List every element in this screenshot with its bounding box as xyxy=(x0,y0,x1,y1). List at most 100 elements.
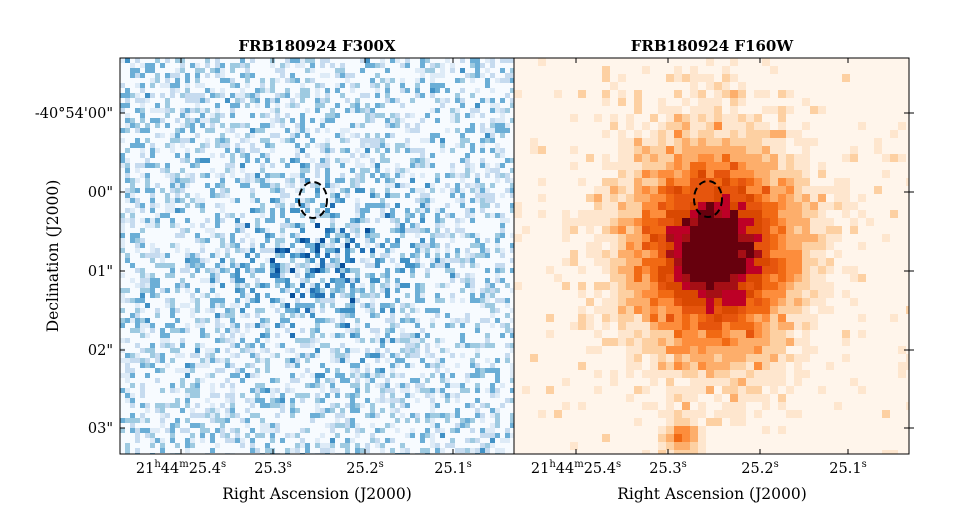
image-pixel xyxy=(430,198,435,203)
image-pixel xyxy=(130,213,135,218)
image-pixel xyxy=(722,306,730,314)
image-pixel xyxy=(220,313,225,318)
image-pixel xyxy=(762,178,770,186)
image-pixel xyxy=(240,73,245,78)
image-pixel xyxy=(125,123,130,128)
image-pixel xyxy=(786,154,794,162)
image-pixel xyxy=(658,410,666,418)
image-pixel xyxy=(475,323,480,328)
image-pixel xyxy=(778,234,786,242)
image-pixel xyxy=(320,278,325,283)
image-pixel xyxy=(470,293,475,298)
image-pixel xyxy=(195,118,200,123)
image-pixel xyxy=(280,298,285,303)
image-pixel xyxy=(738,210,746,218)
image-pixel xyxy=(125,338,130,343)
image-pixel xyxy=(762,130,770,138)
image-pixel xyxy=(230,273,235,278)
image-pixel xyxy=(514,210,522,218)
image-pixel xyxy=(475,353,480,358)
image-pixel xyxy=(185,218,190,223)
image-pixel xyxy=(235,218,240,223)
image-pixel xyxy=(610,122,618,130)
image-pixel xyxy=(165,288,170,293)
image-pixel xyxy=(380,393,385,398)
image-pixel xyxy=(858,242,866,250)
image-pixel xyxy=(315,283,320,288)
image-pixel xyxy=(335,283,340,288)
image-pixel xyxy=(440,68,445,73)
image-pixel xyxy=(850,146,858,154)
image-pixel xyxy=(730,162,738,170)
image-pixel xyxy=(370,293,375,298)
image-pixel xyxy=(280,403,285,408)
image-pixel xyxy=(650,346,658,354)
image-pixel xyxy=(375,233,380,238)
image-pixel xyxy=(295,173,300,178)
image-pixel xyxy=(500,193,505,198)
image-pixel xyxy=(440,373,445,378)
image-pixel xyxy=(340,378,345,383)
image-pixel xyxy=(190,273,195,278)
image-pixel xyxy=(730,394,738,402)
image-pixel xyxy=(658,426,666,434)
image-pixel xyxy=(285,138,290,143)
image-pixel xyxy=(430,403,435,408)
image-pixel xyxy=(450,213,455,218)
image-pixel xyxy=(330,353,335,358)
image-pixel xyxy=(230,163,235,168)
image-pixel xyxy=(390,178,395,183)
image-pixel xyxy=(465,278,470,283)
image-pixel xyxy=(260,418,265,423)
image-pixel xyxy=(578,290,586,298)
image-pixel xyxy=(794,170,802,178)
image-pixel xyxy=(602,98,610,106)
image-pixel xyxy=(340,173,345,178)
image-pixel xyxy=(754,234,762,242)
image-pixel xyxy=(460,58,465,63)
image-pixel xyxy=(425,113,430,118)
image-pixel xyxy=(698,250,706,258)
image-pixel xyxy=(618,90,626,98)
image-pixel xyxy=(205,308,210,313)
image-pixel xyxy=(722,138,730,146)
image-pixel xyxy=(275,238,280,243)
image-pixel xyxy=(260,308,265,313)
image-pixel xyxy=(370,288,375,293)
image-pixel xyxy=(842,178,850,186)
image-pixel xyxy=(802,178,810,186)
image-pixel xyxy=(230,438,235,443)
image-pixel xyxy=(215,218,220,223)
image-pixel xyxy=(794,322,802,330)
image-pixel xyxy=(610,162,618,170)
image-pixel xyxy=(250,298,255,303)
image-pixel xyxy=(355,403,360,408)
image-pixel xyxy=(714,410,722,418)
image-pixel xyxy=(275,343,280,348)
image-pixel xyxy=(325,228,330,233)
image-pixel xyxy=(240,313,245,318)
image-pixel xyxy=(490,283,495,288)
image-pixel xyxy=(295,358,300,363)
image-pixel xyxy=(415,288,420,293)
image-pixel xyxy=(205,63,210,68)
image-pixel xyxy=(300,93,305,98)
image-pixel xyxy=(455,198,460,203)
image-pixel xyxy=(722,250,730,258)
image-pixel xyxy=(340,233,345,238)
image-pixel xyxy=(285,358,290,363)
image-pixel xyxy=(778,258,786,266)
image-pixel xyxy=(415,223,420,228)
image-pixel xyxy=(460,218,465,223)
image-pixel xyxy=(295,338,300,343)
image-pixel xyxy=(170,428,175,433)
image-pixel xyxy=(300,338,305,343)
image-pixel xyxy=(425,388,430,393)
image-pixel xyxy=(626,370,634,378)
image-pixel xyxy=(480,163,485,168)
image-pixel xyxy=(475,383,480,388)
image-pixel xyxy=(120,108,125,113)
image-pixel xyxy=(335,183,340,188)
image-pixel xyxy=(125,373,130,378)
image-pixel xyxy=(190,383,195,388)
